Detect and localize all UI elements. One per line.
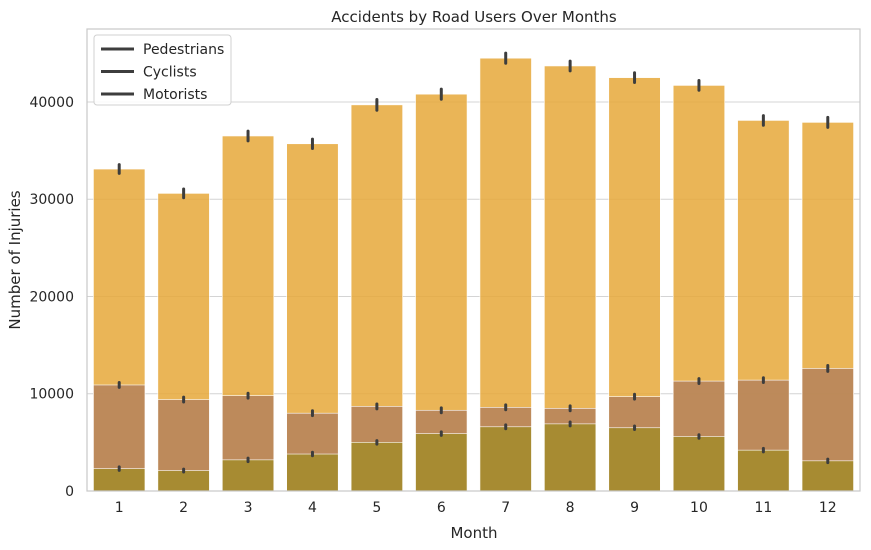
y-tick-label: 0 <box>65 484 74 500</box>
legend-label-cyclists: Cyclists <box>143 65 197 81</box>
y-tick-label: 30000 <box>29 192 74 208</box>
bar-pedestrians-5 <box>350 442 403 492</box>
bar-pedestrians-8 <box>544 423 597 492</box>
plot-background <box>87 29 860 491</box>
x-axis-label: Month <box>450 524 497 542</box>
x-tick-label: 9 <box>630 500 639 516</box>
bar-pedestrians-10 <box>672 436 726 492</box>
legend: Pedestrians Cyclists Motorists <box>93 34 232 106</box>
legend-label-pedestrians: Pedestrians <box>143 42 224 58</box>
chart-title: Accidents by Road Users Over Months <box>331 8 617 26</box>
x-tick-label: 6 <box>437 500 446 516</box>
bar-pedestrians-7 <box>479 426 532 492</box>
x-tick-label: 3 <box>244 500 253 516</box>
y-axis-ticks: 0 10000 20000 30000 40000 <box>29 95 74 500</box>
x-axis-ticks: 1 2 3 4 5 6 7 8 9 10 11 12 <box>115 500 837 516</box>
bar-pedestrians-1 <box>93 468 146 492</box>
plot-frame <box>86 28 861 492</box>
plot-area <box>87 29 860 491</box>
error-bars <box>117 51 830 474</box>
bar-pedestrians-9 <box>608 427 661 492</box>
bar-pedestrians-12 <box>801 460 854 492</box>
x-tick-label: 10 <box>690 500 708 516</box>
x-tick-label: 5 <box>372 500 381 516</box>
legend-label-motorists: Motorists <box>143 87 207 103</box>
x-tick-label: 8 <box>566 500 575 516</box>
plot-border <box>86 28 861 492</box>
x-tick-label: 2 <box>179 500 188 516</box>
x-tick-label: 1 <box>115 500 124 516</box>
x-tick-label: 11 <box>754 500 772 516</box>
y-tick-label: 10000 <box>29 387 74 403</box>
legend-box <box>93 34 232 106</box>
y-tick-label: 40000 <box>29 95 74 111</box>
bar-pedestrians-4 <box>286 453 339 492</box>
bar-pedestrians-6 <box>415 433 468 492</box>
bar-pedestrians-2 <box>157 470 210 492</box>
x-tick-label: 7 <box>501 500 510 516</box>
y-axis-label: Number of Injuries <box>6 190 24 329</box>
x-tick-label: 12 <box>819 500 837 516</box>
y-tick-label: 20000 <box>29 289 74 305</box>
x-tick-label: 4 <box>308 500 317 516</box>
bar-pedestrians-11 <box>737 449 790 492</box>
bar-pedestrians-3 <box>221 459 275 492</box>
